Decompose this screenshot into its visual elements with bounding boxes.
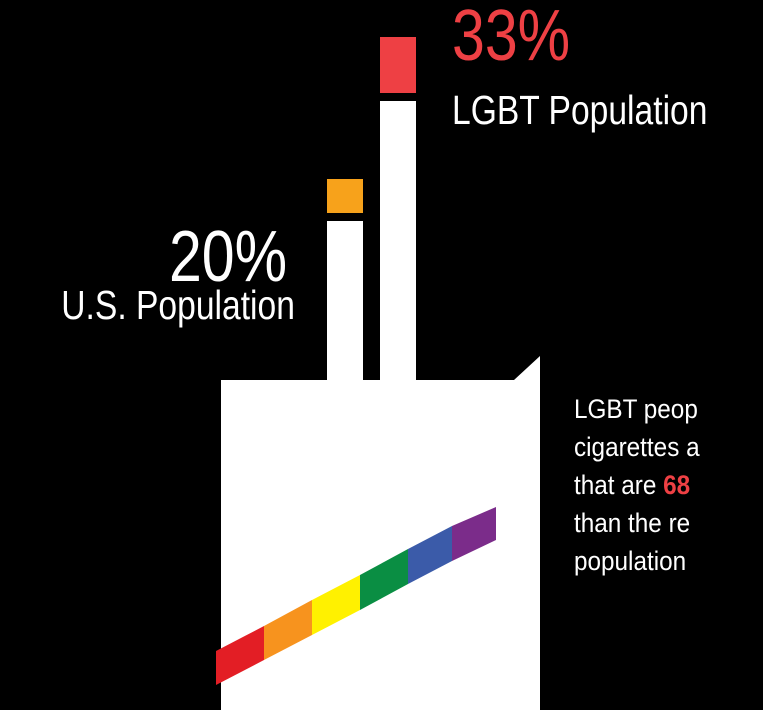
highlight-68: 68 bbox=[663, 470, 691, 500]
copy-line-1: LGBT peop bbox=[574, 394, 698, 424]
body-copy: LGBT peop cigarettes a that are 68 than … bbox=[574, 390, 700, 580]
flag-stripe-blue bbox=[408, 526, 452, 584]
flag-stripe-green bbox=[360, 549, 408, 610]
flag-stripe-purple bbox=[452, 507, 496, 561]
bar-lgbt-ember bbox=[380, 37, 416, 94]
us-category-label: U.S. Population bbox=[61, 282, 295, 328]
bar-us-population bbox=[327, 179, 363, 397]
flag-stripe-red bbox=[216, 626, 264, 685]
flag-stripe-yellow bbox=[312, 575, 360, 635]
bar-lgbt-population bbox=[380, 37, 416, 397]
bar-us-ember bbox=[327, 179, 363, 213]
copy-line-3: that are 68 bbox=[574, 466, 700, 504]
us-value-label: 20% bbox=[168, 217, 287, 297]
bar-lgbt-body bbox=[380, 101, 416, 397]
flag-stripe-orange bbox=[264, 600, 312, 660]
copy-line-5: population bbox=[574, 546, 687, 576]
bar-us-body bbox=[327, 221, 363, 397]
lgbt-category-label: LGBT Population bbox=[452, 87, 708, 133]
copy-line-4: than the re bbox=[574, 508, 691, 538]
lgbt-value-label: 33% bbox=[452, 0, 571, 76]
copy-line-3-text: that are bbox=[574, 470, 664, 500]
copy-line-2: cigarettes a bbox=[574, 432, 700, 462]
